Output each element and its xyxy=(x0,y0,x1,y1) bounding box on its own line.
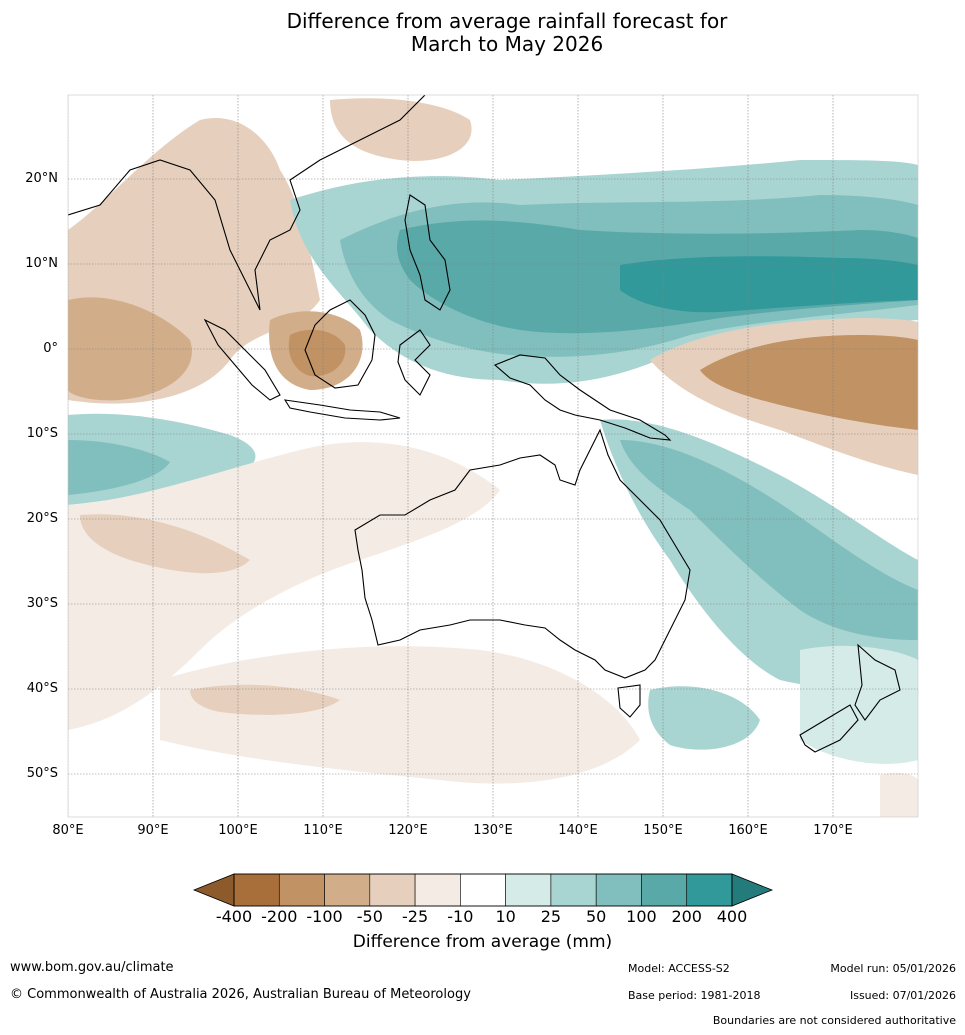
lat-label-0: 0° xyxy=(43,341,58,356)
tasmania-coastline xyxy=(617,684,641,718)
colorbar-swatch xyxy=(641,873,688,907)
map-frame xyxy=(67,94,919,818)
colorbar-tick-label: 10 xyxy=(495,907,516,926)
new-zealand-south-coastline xyxy=(799,704,859,753)
dry-field-southeast-corner xyxy=(880,772,918,817)
lat-label-10s: 10°S xyxy=(26,426,58,441)
colorbar-tick-label: -400 xyxy=(215,907,253,926)
legend-title: Difference from average (mm) xyxy=(352,932,613,952)
lon-label-100e: 100°E xyxy=(218,823,258,838)
coastlines xyxy=(68,95,901,753)
lon-label-130e: 130°E xyxy=(473,823,513,838)
model-text: Model: ACCESS-S2 xyxy=(628,962,730,975)
colorbar-tick-label: 25 xyxy=(540,907,562,926)
wet-field-coral-sea-core xyxy=(620,440,918,640)
lon-label-140e: 140°E xyxy=(558,823,598,838)
website-link[interactable]: www.bom.gov.au/climate xyxy=(10,960,174,975)
colorbar-swatches xyxy=(233,873,733,907)
colorbar-swatch xyxy=(369,873,416,907)
wet-field-peak xyxy=(620,256,918,313)
australia-coastline xyxy=(354,428,691,679)
colorbar-swatch xyxy=(278,873,325,907)
colorbar-swatch xyxy=(324,873,371,907)
rainfall-map: 20°N 10°N 0° 10°S 20°S 30°S 40°S 50°S 80… xyxy=(25,94,919,838)
colorbar-tick-label: -200 xyxy=(261,907,298,926)
gridlines xyxy=(68,95,918,817)
lat-label-40s: 40°S xyxy=(26,681,58,696)
colorbar-under-arrow xyxy=(192,873,235,907)
lat-label-20n: 20°N xyxy=(25,171,58,186)
colorbar-tick-label: 50 xyxy=(585,907,607,926)
colorbar-tick-label: 100 xyxy=(626,907,657,926)
lat-label-20s: 20°S xyxy=(26,511,58,526)
dry-field-borneo-core xyxy=(288,329,346,377)
colorbar-swatch xyxy=(460,873,506,907)
legend-colorbar xyxy=(192,873,774,907)
colorbar-tick-label: 200 xyxy=(671,907,702,926)
lon-label-170e: 170°E xyxy=(813,823,853,838)
sulawesi-coastline xyxy=(397,329,431,396)
new-zealand-north-coastline xyxy=(854,643,901,721)
lon-label-90e: 90°E xyxy=(137,823,169,838)
dry-field-central-pacific-core xyxy=(700,335,918,430)
lon-label-120e: 120°E xyxy=(388,823,428,838)
colorbar-swatch xyxy=(686,873,733,907)
philippines-coastline xyxy=(404,194,451,311)
asia-mainland-coastline xyxy=(68,95,426,311)
new-guinea-coastline xyxy=(493,354,672,441)
model-run-text: Model run: 05/01/2026 xyxy=(830,962,956,975)
colorbar-swatch xyxy=(414,873,461,907)
lat-label-50s: 50°S xyxy=(26,766,58,781)
colorbar-swatch xyxy=(505,873,552,907)
dry-field-southern-indian-core xyxy=(80,514,250,574)
sumatra-coastline xyxy=(203,318,281,401)
lon-label-110e: 110°E xyxy=(303,823,343,838)
colorbar-tick-label: 400 xyxy=(716,907,748,926)
colorbar-frame xyxy=(233,873,733,907)
title-line-2: March to May 2026 xyxy=(410,32,604,56)
java-coastline xyxy=(283,399,401,421)
dry-field-south-of-australia xyxy=(160,646,640,784)
map-canvas xyxy=(67,94,919,818)
lon-label-160e: 160°E xyxy=(728,823,768,838)
lon-label-150e: 150°E xyxy=(643,823,683,838)
chart-title: Difference from average rainfall forecas… xyxy=(0,10,965,56)
lon-label-80e: 80°E xyxy=(52,823,84,838)
issued-text: Issued: 07/01/2026 xyxy=(849,989,956,1002)
borneo-coastline xyxy=(304,299,376,389)
disclaimer-text: Boundaries are not considered authoritat… xyxy=(712,1014,956,1027)
wet-field-tasman xyxy=(648,686,760,750)
lat-label-10n: 10°N xyxy=(25,256,58,271)
dry-field-south-of-australia-core xyxy=(190,684,340,715)
dry-field-india-bay xyxy=(68,297,192,401)
colorbar-swatch xyxy=(595,873,642,907)
contour-fields xyxy=(68,95,918,817)
dry-field-south-china-sea xyxy=(330,98,472,161)
colorbar-swatch xyxy=(233,873,280,907)
colorbar-tick-label: -25 xyxy=(402,907,429,926)
colorbar-tick-label: -100 xyxy=(306,907,343,926)
wet-field-new-zealand xyxy=(800,645,918,764)
title-line-1: Difference from average rainfall forecas… xyxy=(286,9,728,33)
colorbar-tick-label: -10 xyxy=(447,907,474,926)
lat-label-30s: 30°S xyxy=(26,596,58,611)
copyright-text: © Commonwealth of Australia 2026, Austra… xyxy=(10,987,471,1002)
colorbar-tick-label: -50 xyxy=(356,907,383,926)
colorbar-over-arrow xyxy=(731,873,774,907)
wet-field-indian-ocean-core xyxy=(68,440,170,495)
colorbar-swatch xyxy=(550,873,597,907)
dry-field-southern-indian xyxy=(68,442,500,730)
base-period-text: Base period: 1981-2018 xyxy=(628,989,761,1002)
